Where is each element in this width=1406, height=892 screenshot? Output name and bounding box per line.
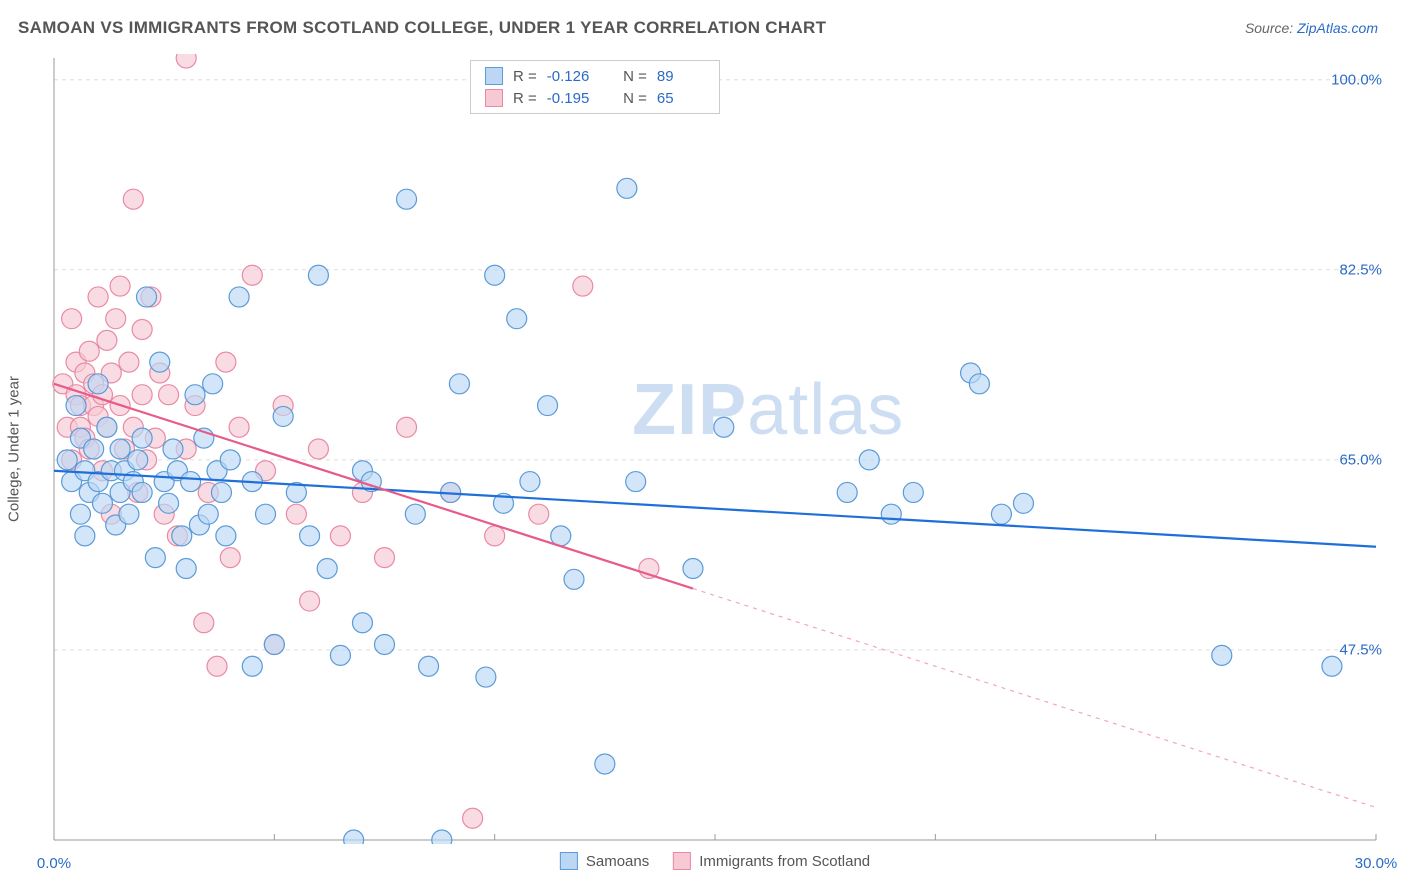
legend-label: Samoans [586, 853, 649, 870]
legend-item: Samoans [560, 852, 649, 870]
legend-item: Immigrants from Scotland [673, 852, 870, 870]
y-tick-label: 100.0% [1331, 71, 1382, 88]
r-label: R = [513, 90, 537, 107]
source-link[interactable]: ZipAtlas.com [1297, 20, 1378, 36]
scatter-plot [50, 54, 1380, 844]
x-tick-label: 0.0% [37, 855, 71, 872]
y-tick-label: 65.0% [1339, 451, 1382, 468]
r-value: -0.195 [547, 90, 595, 107]
n-label: N = [623, 68, 647, 85]
correlation-row: R = -0.126 N = 89 [471, 65, 719, 87]
series-legend: Samoans Immigrants from Scotland [560, 852, 870, 870]
y-tick-label: 82.5% [1339, 261, 1382, 278]
legend-label: Immigrants from Scotland [699, 853, 870, 870]
r-value: -0.126 [547, 68, 595, 85]
source-label: Source: [1245, 20, 1293, 36]
legend-swatch [560, 852, 578, 870]
r-label: R = [513, 68, 537, 85]
y-tick-label: 47.5% [1339, 641, 1382, 658]
x-tick-label: 30.0% [1355, 855, 1398, 872]
n-value: 89 [657, 68, 705, 85]
chart-title: SAMOAN VS IMMIGRANTS FROM SCOTLAND COLLE… [18, 18, 826, 38]
correlation-legend: R = -0.126 N = 89 R = -0.195 N = 65 [470, 60, 720, 114]
source-credit: Source: ZipAtlas.com [1245, 20, 1378, 36]
legend-swatch [485, 89, 503, 107]
legend-swatch [673, 852, 691, 870]
legend-swatch [485, 67, 503, 85]
chart-area: College, Under 1 year ZIPatlas R =-0.126… [50, 54, 1380, 844]
correlation-row: R = -0.195 N = 65 [471, 87, 719, 109]
y-axis-label: College, Under 1 year [6, 376, 23, 522]
n-value: 65 [657, 90, 705, 107]
n-label: N = [623, 90, 647, 107]
